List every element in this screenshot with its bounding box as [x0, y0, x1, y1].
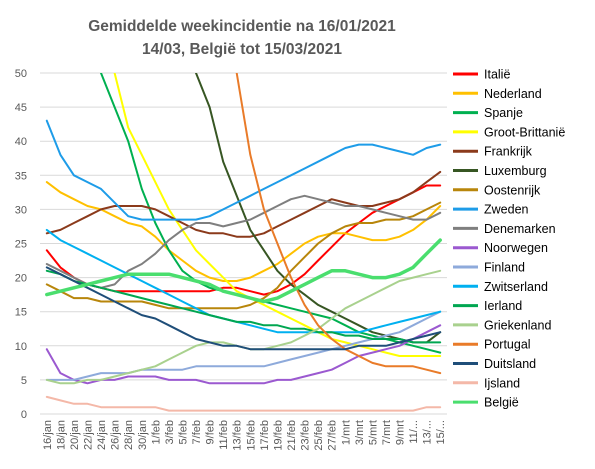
y-tick-label: 15 [15, 307, 27, 319]
y-tick-label: 45 [15, 102, 27, 114]
x-tick-label: 9/mrt [395, 420, 407, 445]
x-tick-label: 11/... [408, 420, 420, 444]
x-tick-label: 16/jan [42, 420, 54, 450]
legend-label: Italië [484, 68, 510, 82]
x-tick-label: 24/jan [96, 420, 108, 450]
series-line-17 [45, 238, 442, 304]
legend-label: Nederland [484, 87, 542, 101]
legend-label: Zwitserland [484, 280, 548, 294]
x-tick-label: 5/mrt [367, 420, 379, 445]
x-tick-label: 1/mrt [340, 420, 352, 445]
y-tick-label: 10 [15, 341, 27, 353]
y-tick-label: 20 [15, 273, 27, 285]
legend: Italië Nederland Spanje Groot-Brittanië Fran… [453, 68, 565, 410]
x-tick-label: 1/feb [150, 420, 162, 444]
x-tick-label: 11/feb [218, 420, 230, 450]
legend-label: Luxemburg [484, 164, 547, 178]
y-tick-label: 5 [21, 375, 27, 387]
series-line-6 [45, 201, 442, 310]
y-tick-label: 30 [15, 204, 27, 216]
legend-label: Griekenland [484, 318, 551, 332]
legend-label: Duitsland [484, 357, 536, 371]
y-tick-label: 50 [15, 68, 27, 80]
x-tick-label: 21/feb [286, 420, 298, 451]
x-tick-label: 25/feb [313, 420, 325, 451]
series-line-14 [235, 73, 442, 375]
x-tick-label: 22/jan [82, 420, 94, 450]
y-tick-label: 40 [15, 136, 27, 148]
x-tick-label: 17/feb [259, 420, 271, 451]
x-tick-label: 30/jan [137, 420, 149, 450]
x-tick-label: 7/mrt [381, 420, 393, 445]
x-tick-label: 13/... [422, 420, 434, 444]
series-line-16 [45, 395, 442, 412]
series-line-9 [45, 324, 442, 385]
legend-label: Denemarken [484, 222, 556, 236]
legend-label: Portugal [484, 338, 531, 352]
series-line-5 [195, 73, 442, 344]
series-line-15 [45, 266, 442, 351]
chart-title-line-2: 14/03, België tot 15/03/2021 [142, 41, 342, 58]
chart-title-line-1: Gemiddelde weekincidentie na 16/01/2021 [88, 18, 396, 35]
legend-label: Ijsland [484, 376, 520, 390]
legend-label: Groot-Brittanië [484, 125, 565, 139]
x-tick-label: 13/feb [232, 420, 244, 451]
x-tick-label: 20/jan [69, 420, 81, 450]
y-tick-label: 35 [15, 170, 27, 182]
series-line-1 [45, 181, 442, 282]
series-line-11 [45, 228, 442, 334]
x-tick-label: 19/feb [272, 420, 284, 451]
x-axis-tick-labels: 16/jan 18/jan 20/jan 22/jan 24/jan 26/jan 28/j… [42, 420, 447, 451]
y-tick-label: 0 [21, 409, 27, 421]
legend-label: Frankrijk [484, 145, 533, 159]
gridlines [40, 72, 447, 415]
legend-label: Noorwegen [484, 241, 548, 255]
legend-label: Oostenrijk [484, 183, 541, 197]
legend-label: België [484, 396, 519, 410]
y-tick-label: 25 [15, 239, 27, 251]
legend-label: Finland [484, 261, 525, 275]
legend-label: Ierland [484, 299, 522, 313]
x-tick-label: 3/mrt [354, 420, 366, 445]
x-tick-label: 27/feb [327, 420, 339, 451]
x-tick-label: 15/... [435, 420, 447, 444]
series-line-12 [45, 269, 442, 344]
x-tick-label: 7/feb [191, 420, 203, 444]
x-tick-label: 26/jan [110, 420, 122, 450]
legend-label: Spanje [484, 106, 523, 120]
legend-label: Zweden [484, 203, 529, 217]
x-tick-label: 15/feb [245, 420, 257, 451]
data-series [45, 73, 442, 412]
series-line-8 [45, 194, 442, 289]
series-line-3 [113, 73, 442, 357]
x-tick-label: 5/feb [177, 420, 189, 444]
x-tick-label: 3/feb [164, 420, 176, 444]
x-tick-label: 23/feb [300, 420, 312, 451]
x-tick-label: 28/jan [123, 420, 135, 450]
y-axis-tick-labels: 0 5 10 15 20 25 30 35 40 45 50 [15, 68, 27, 421]
x-tick-label: 18/jan [55, 420, 67, 450]
series-line-7 [45, 119, 442, 221]
series-line-4 [45, 170, 442, 238]
x-tick-label: 9/feb [205, 420, 217, 444]
